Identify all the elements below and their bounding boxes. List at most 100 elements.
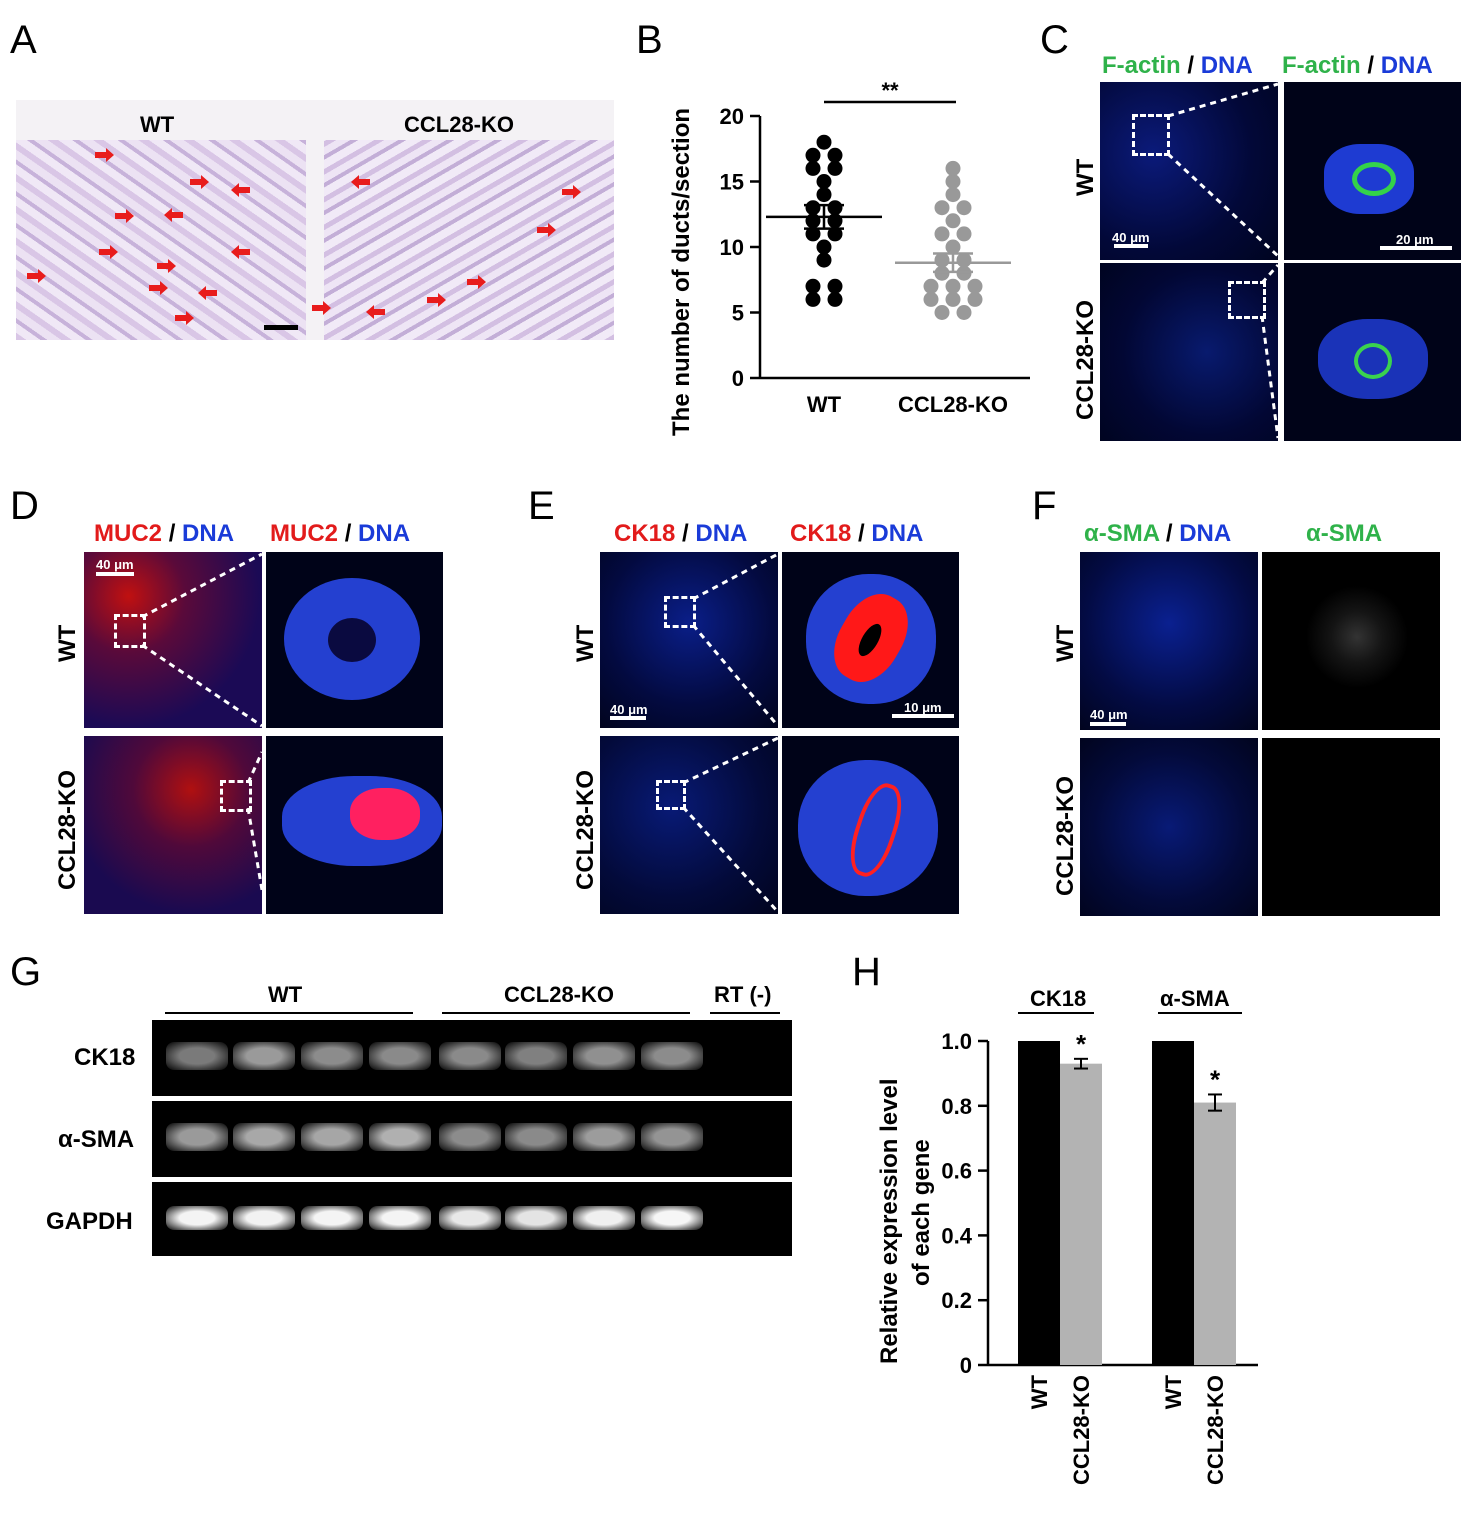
data-point [805, 160, 821, 176]
col-label-ko: CCL28-KO [404, 112, 515, 137]
gel-row-label-gapdh: GAPDH [46, 1208, 133, 1235]
data-point [816, 187, 832, 203]
scale-label: 40 μm [1112, 230, 1150, 245]
data-point [827, 291, 843, 307]
gel-band [233, 1123, 295, 1151]
scale-label: 40 μm [610, 702, 648, 717]
gel-band [301, 1206, 363, 1230]
y-tick-label: 5 [732, 301, 744, 326]
group-label-ck18: CK18 [1030, 986, 1087, 1011]
data-point [827, 213, 843, 229]
row-label-ko: CCL28-KO [1052, 775, 1079, 896]
row-label-wt: WT [54, 624, 81, 662]
y-tick-label: 0.6 [941, 1159, 972, 1184]
arrow-icon [157, 259, 176, 273]
x-tick-label: WT [1027, 1374, 1052, 1409]
panel-label-g: G [10, 950, 42, 994]
micrograph-e-ko-high [782, 736, 959, 914]
significance-label: * [1210, 1064, 1221, 1094]
zoom-box [220, 780, 252, 812]
bar [1060, 1063, 1102, 1365]
stain-dna: DNA [695, 520, 748, 547]
y-tick-label: 15 [720, 170, 744, 195]
bar [1152, 1041, 1194, 1365]
row-label-ko: CCL28-KO [1072, 299, 1099, 420]
y-tick-label: 0 [732, 366, 744, 391]
significance-label: ** [881, 78, 899, 103]
arrow-icon [149, 281, 168, 295]
micrograph-f-ko-merge [1080, 738, 1258, 916]
y-axis-label-b: The number of ducts/section [668, 107, 695, 436]
gel-band [439, 1042, 501, 1070]
data-point [827, 226, 843, 242]
arrow-icon [198, 286, 217, 300]
data-point [827, 160, 843, 176]
gel-band [573, 1206, 635, 1230]
micrograph-e-wt-low: 40 μm [600, 552, 778, 728]
stain-header-c2: F-actin / DNA [1282, 52, 1433, 80]
data-point [945, 239, 961, 255]
gel-band [439, 1206, 501, 1230]
row-label-wt: WT [1072, 158, 1099, 196]
stain-dna: DNA [1380, 52, 1433, 79]
stain-muc2: MUC2 [270, 520, 339, 547]
chart-h: 0 0.2 0.4 0.6 0.8 1.0 WT * CCL28-KO WT * CCL28-KO [941, 1029, 1258, 1485]
zoom-box [1132, 114, 1170, 156]
gel-band [369, 1206, 431, 1230]
stain-dna: DNA [1179, 520, 1232, 547]
stain-sep: / [858, 520, 865, 547]
zoom-box [114, 614, 146, 648]
stain-f-actin: F-actin [1282, 52, 1361, 79]
bar [1194, 1102, 1236, 1365]
stain-sep: / [344, 520, 352, 547]
data-point [945, 278, 961, 294]
stain-dna: DNA [871, 520, 924, 547]
arrow-icon [95, 148, 114, 162]
scale-label: 40 μm [96, 557, 134, 572]
stain-dna: DNA [358, 520, 411, 547]
gel-band [641, 1206, 703, 1230]
arrow-icon [231, 245, 250, 259]
stain-header-e1: CK18 / DNA [614, 520, 747, 548]
data-point [923, 291, 939, 307]
data-point [945, 291, 961, 307]
micrograph-f-wt-sma [1262, 552, 1440, 730]
scale-label: 20 μm [1396, 232, 1434, 247]
micrograph-d-ko-low [84, 736, 262, 914]
stain-a-sma: α-SMA [1084, 520, 1160, 547]
gel-band [505, 1042, 567, 1070]
gel-band [505, 1206, 567, 1230]
chart-b: 0 5 10 15 20 WT CCL28-KO ** [720, 78, 1030, 417]
y-tick-label: 20 [720, 104, 744, 129]
x-tick-label: WT [807, 392, 842, 417]
data-point [934, 252, 950, 268]
data-point [805, 213, 821, 229]
data-point [945, 213, 961, 229]
arrow-icon [175, 311, 194, 325]
gel-band [369, 1123, 431, 1151]
zoom-box [1228, 281, 1266, 319]
arrow-icon [190, 175, 209, 189]
data-point [827, 278, 843, 294]
row-label-wt: WT [572, 624, 599, 662]
y-tick-label: 0 [960, 1353, 972, 1378]
gel-strip-gapdh [152, 1182, 792, 1256]
arrow-icon [366, 305, 385, 319]
panel-a-image: WT CCL28-KO [16, 100, 614, 340]
panel-label-b: B [636, 18, 663, 62]
data-point [945, 160, 961, 176]
stain-sep: / [1165, 520, 1173, 547]
y-tick-label: 0.2 [941, 1288, 972, 1313]
stain-header-f2: α-SMA [1306, 520, 1383, 547]
arrow-icon [27, 269, 46, 283]
duct-arrows [27, 148, 581, 325]
gel-row-label-sma: α-SMA [58, 1126, 135, 1153]
stain-dna: DNA [182, 520, 235, 547]
y-axis-label-h-1: Relative expression level [876, 1078, 903, 1365]
gel-band [505, 1123, 567, 1151]
y-tick-label: 1.0 [941, 1029, 972, 1054]
group-line-ck18 [1018, 1012, 1094, 1014]
row-label-wt: WT [1052, 624, 1079, 662]
panel-label-h: H [852, 950, 881, 994]
scale-label: 40 μm [1090, 707, 1128, 722]
